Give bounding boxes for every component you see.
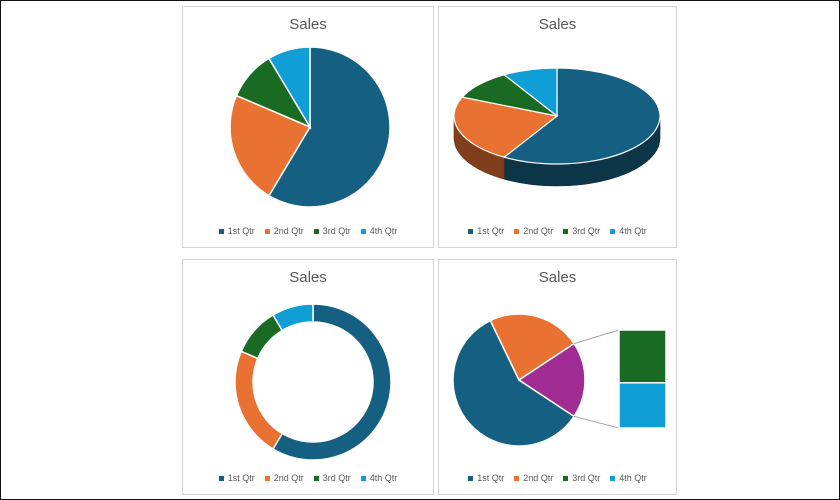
legend-label: 4th Qtr bbox=[619, 473, 647, 483]
doughnut-slice-2nd-qtr bbox=[234, 350, 284, 450]
pie-slice-4th-qtr bbox=[502, 67, 558, 118]
legend-swatch bbox=[313, 228, 319, 234]
legend-label: 2nd Qtr bbox=[523, 226, 554, 236]
legend-item-3rd-qtr: 3rd Qtr bbox=[313, 226, 351, 236]
doughnut-slice-4th-qtr bbox=[271, 303, 314, 332]
legend: 1st Qtr 2nd Qtr 3rd Qtr 4th Qtr bbox=[183, 473, 433, 483]
connector-line bbox=[573, 415, 620, 429]
legend-label: 4th Qtr bbox=[619, 226, 647, 236]
pie-chart-panel: Sales 1st Qtr 2nd Qtr 3rd Qtr 4th Qtr bbox=[182, 6, 434, 248]
chart-title: Sales bbox=[289, 16, 327, 33]
chart-title: Sales bbox=[289, 269, 327, 286]
legend-swatch bbox=[563, 475, 569, 481]
legend-item-2nd-qtr: 2nd Qtr bbox=[264, 226, 304, 236]
connector-line bbox=[573, 329, 620, 345]
legend-swatch bbox=[360, 475, 366, 481]
legend-label: 1st Qtr bbox=[227, 473, 255, 483]
legend-swatch bbox=[468, 475, 474, 481]
legend-label: 3rd Qtr bbox=[322, 226, 351, 236]
legend-item-4th-qtr: 4th Qtr bbox=[360, 473, 398, 483]
legend-swatch bbox=[264, 475, 270, 481]
legend-swatch bbox=[468, 228, 474, 234]
pie-slice-1st-qtr bbox=[267, 46, 391, 208]
legend-swatch bbox=[610, 228, 616, 234]
pie-slice-1st-qtr bbox=[502, 67, 661, 165]
bar-of-pie-chart-panel: Sales 1st Qtr 2nd Qtr 3rd Qtr 4th Qtr bbox=[438, 259, 677, 495]
legend-label: 4th Qtr bbox=[369, 226, 398, 236]
legend-swatch bbox=[514, 228, 520, 234]
legend-swatch bbox=[264, 228, 270, 234]
legend-label: 2nd Qtr bbox=[523, 473, 554, 483]
legend-item-4th-qtr: 4th Qtr bbox=[360, 226, 398, 236]
legend-item-3rd-qtr: 3rd Qtr bbox=[313, 473, 351, 483]
pie-plot bbox=[229, 46, 391, 208]
pie-slice-2nd-qtr bbox=[453, 96, 559, 158]
doughnut-plot bbox=[234, 303, 392, 461]
legend-label: 1st Qtr bbox=[227, 226, 255, 236]
legend-item-2nd-qtr: 2nd Qtr bbox=[514, 226, 553, 236]
legend-label: 3rd Qtr bbox=[322, 473, 351, 483]
pie-3d-plot bbox=[453, 67, 661, 187]
legend-swatch bbox=[313, 475, 319, 481]
legend-swatch bbox=[360, 228, 366, 234]
legend-item-4th-qtr: 4th Qtr bbox=[610, 473, 647, 483]
legend-item-1st-qtr: 1st Qtr bbox=[218, 226, 255, 236]
legend-label: 3rd Qtr bbox=[572, 473, 601, 483]
legend-label: 3rd Qtr bbox=[572, 226, 601, 236]
legend-label: 2nd Qtr bbox=[273, 473, 304, 483]
legend-item-3rd-qtr: 3rd Qtr bbox=[563, 226, 600, 236]
pie-3d-chart-panel: Sales 1st Qtr 2nd Qtr 3rd Qtr 4th Qtr bbox=[438, 6, 677, 248]
legend-swatch bbox=[218, 228, 224, 234]
pie-slice-4th-qtr bbox=[267, 46, 311, 130]
legend-item-1st-qtr: 1st Qtr bbox=[468, 473, 504, 483]
pie-slice-other bbox=[517, 342, 586, 418]
legend-item-3rd-qtr: 3rd Qtr bbox=[563, 473, 600, 483]
bar-segment-3rd-qtr bbox=[618, 329, 667, 384]
bar-segment-4th-qtr bbox=[618, 382, 667, 429]
legend-item-1st-qtr: 1st Qtr bbox=[468, 226, 504, 236]
legend: 1st Qtr 2nd Qtr 3rd Qtr 4th Qtr bbox=[183, 226, 433, 236]
legend-swatch bbox=[610, 475, 616, 481]
pie-slice-2nd-qtr bbox=[489, 313, 576, 382]
legend-label: 2nd Qtr bbox=[273, 226, 304, 236]
legend-item-1st-qtr: 1st Qtr bbox=[218, 473, 255, 483]
pie-slice-2nd-qtr bbox=[229, 94, 312, 197]
chart-title: Sales bbox=[538, 269, 577, 286]
legend-swatch bbox=[514, 475, 520, 481]
legend-swatch bbox=[563, 228, 569, 234]
legend-item-2nd-qtr: 2nd Qtr bbox=[264, 473, 304, 483]
chart-title: Sales bbox=[538, 16, 577, 33]
legend: 1st Qtr 2nd Qtr 3rd Qtr 4th Qtr bbox=[439, 226, 676, 236]
doughnut-slice-1st-qtr bbox=[271, 303, 392, 461]
bar-of-pie-plot bbox=[452, 313, 667, 447]
doughnut-chart-panel: Sales 1st Qtr 2nd Qtr 3rd Qtr 4th Qtr bbox=[182, 259, 434, 495]
legend-item-2nd-qtr: 2nd Qtr bbox=[514, 473, 553, 483]
legend-item-4th-qtr: 4th Qtr bbox=[610, 226, 647, 236]
legend-label: 1st Qtr bbox=[477, 226, 505, 236]
legend-swatch bbox=[218, 475, 224, 481]
legend: 1st Qtr 2nd Qtr 3rd Qtr 4th Qtr bbox=[439, 473, 676, 483]
legend-label: 4th Qtr bbox=[369, 473, 398, 483]
legend-label: 1st Qtr bbox=[477, 473, 505, 483]
pie-slice-1st-qtr bbox=[452, 319, 576, 447]
